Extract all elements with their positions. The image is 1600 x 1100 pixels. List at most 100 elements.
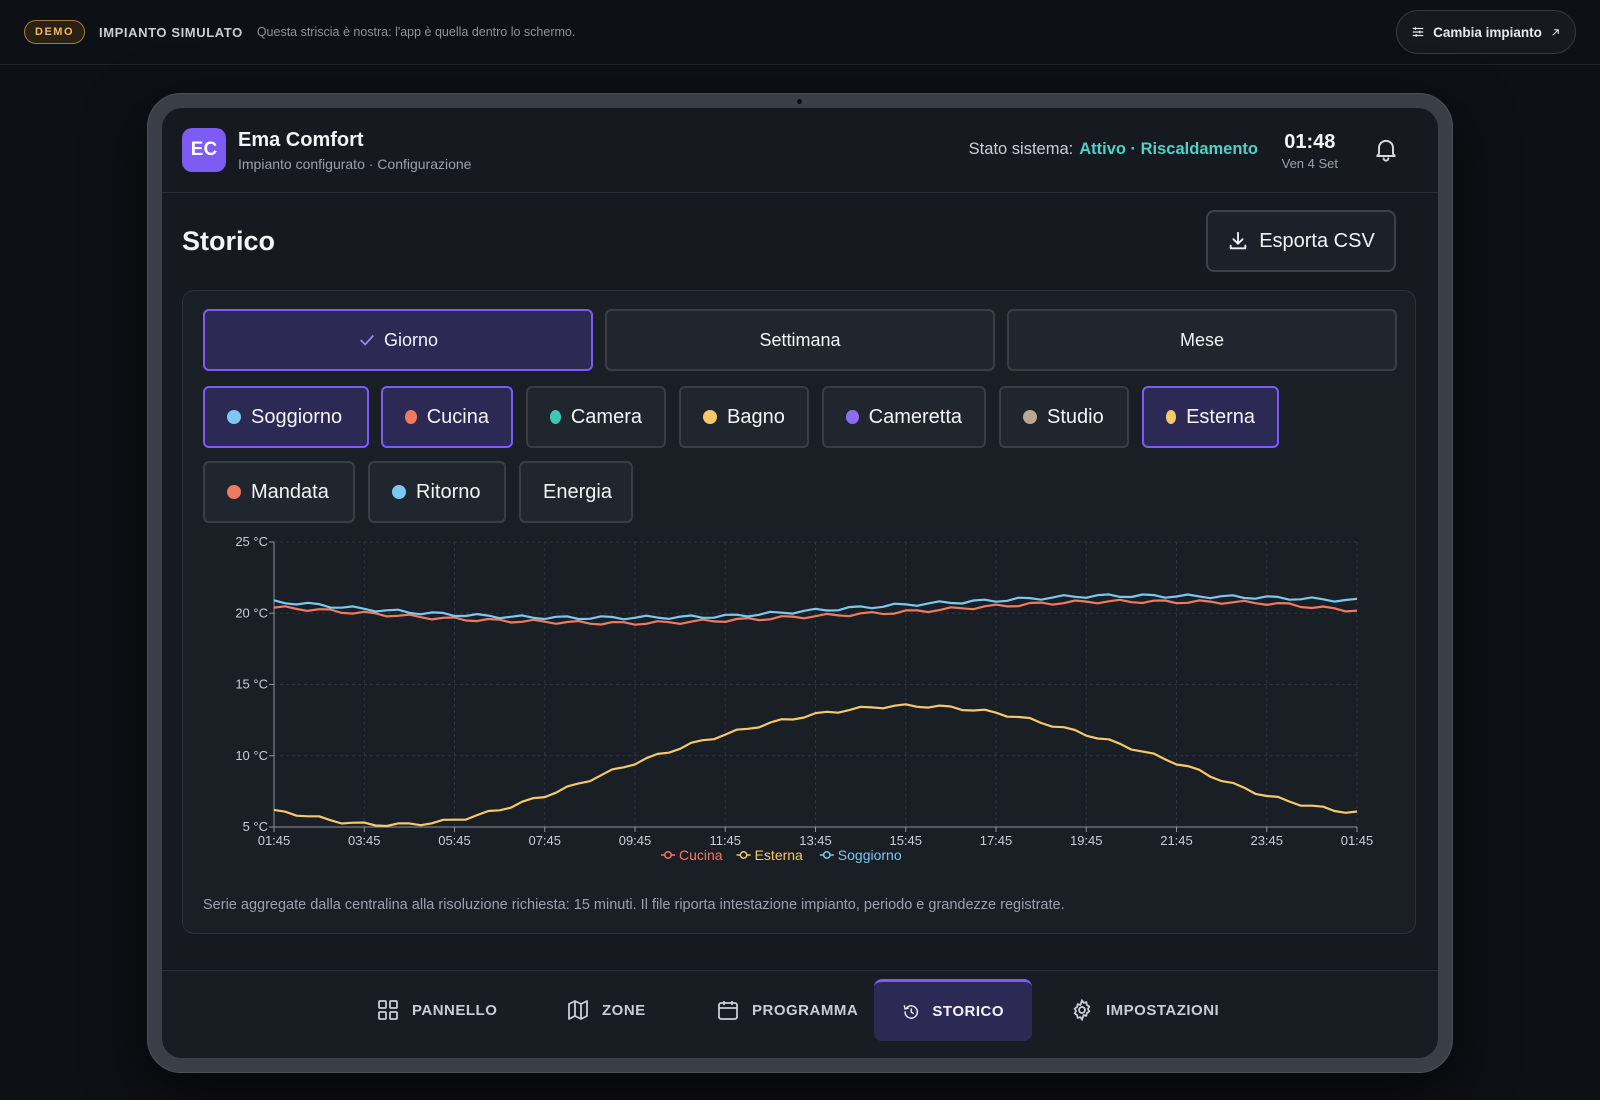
chip-label: Ritorno: [416, 480, 481, 503]
system-status: Stato sistema: Attivo · Riscaldamento: [969, 140, 1258, 159]
series-dot: [550, 410, 561, 424]
chip-label: Mandata: [251, 480, 329, 503]
series-dot: [846, 410, 859, 424]
x-tick-label: 05:45: [438, 833, 471, 848]
legend-marker: [739, 851, 748, 859]
app-subtitle: Impianto configurato · Configurazione: [238, 155, 472, 172]
series-dot: [405, 410, 417, 424]
chart-caption: Serie aggregate dalla centralina alla ri…: [203, 897, 1065, 913]
series-dot: [1166, 410, 1177, 424]
chip-mandata[interactable]: Mandata: [203, 461, 355, 523]
app-screen: EC Ema Comfort Impianto configurato · Co…: [162, 108, 1438, 1058]
range-settimana-button[interactable]: Settimana: [605, 309, 995, 371]
export-csv-label: Esporta CSV: [1259, 229, 1375, 252]
range-label: Settimana: [759, 329, 841, 350]
x-tick-label: 07:45: [528, 833, 561, 848]
series-line-soggiorno: [273, 593, 1358, 621]
x-tick-label: 21:45: [1160, 833, 1193, 848]
clock-date: Ven 4 Set: [1281, 156, 1338, 171]
nav-label: IMPOSTAZIONI: [1106, 1001, 1220, 1019]
demo-badge: DEMO: [24, 20, 85, 44]
gear-icon: [1073, 998, 1091, 1022]
x-tick-label: 09:45: [619, 833, 652, 848]
chip-label: Energia: [543, 480, 612, 503]
nav-impostazioni[interactable]: IMPOSTAZIONI: [1042, 979, 1247, 1041]
chip-label: Esterna: [1186, 405, 1255, 428]
bottom-nav: PANNELLO ZONE PROGRAMMA STORICO: [162, 970, 1438, 1058]
app-logo: EC: [182, 128, 226, 172]
x-tick-label: 11:45: [709, 833, 741, 848]
tablet-camera: [797, 99, 802, 104]
legend-label: Cucina: [679, 847, 723, 863]
series-dot: [227, 485, 241, 499]
nav-programma[interactable]: PROGRAMMA: [688, 979, 886, 1041]
series-line-esterna: [273, 703, 1358, 828]
chip-studio[interactable]: Studio: [999, 386, 1129, 448]
range-label: Mese: [1179, 329, 1224, 350]
chip-label: Cucina: [426, 405, 489, 428]
y-tick-label: 15 °C: [235, 677, 268, 692]
history-card: Giorno Settimana Mese Soggiorno Cucina C…: [182, 290, 1416, 934]
range-giorno-button[interactable]: Giorno: [203, 309, 593, 371]
chip-cameretta[interactable]: Cameretta: [822, 386, 986, 448]
chip-soggiorno[interactable]: Soggiorno: [203, 386, 369, 448]
history-icon: [903, 1004, 919, 1019]
legend-marker: [664, 851, 672, 859]
grid-icon: [378, 1000, 398, 1020]
chip-label: Bagno: [727, 405, 785, 428]
legend-label: Soggiorno: [838, 847, 902, 863]
series-dot: [703, 410, 717, 424]
change-plant-label: Cambia impianto: [1433, 24, 1542, 40]
nav-label: ZONE: [602, 1001, 646, 1019]
nav-zone[interactable]: ZONE: [538, 979, 674, 1041]
nav-label: PROGRAMMA: [752, 1001, 859, 1019]
check-icon: [360, 334, 374, 346]
chip-energia[interactable]: Energia: [519, 461, 633, 523]
range-label: Giorno: [383, 329, 439, 350]
y-tick-label: 20 °C: [235, 605, 268, 620]
bell-icon[interactable]: [1372, 135, 1400, 163]
range-mese-button[interactable]: Mese: [1007, 309, 1397, 371]
download-icon: [1229, 231, 1247, 250]
chip-esterna[interactable]: Esterna: [1142, 386, 1279, 448]
x-tick-label: 01:45: [1341, 833, 1374, 848]
sliders-icon: [1412, 27, 1424, 37]
x-tick-label: 23:45: [1250, 833, 1283, 848]
series-dot: [1023, 410, 1037, 424]
chip-label: Cameretta: [868, 405, 962, 428]
strip-title: IMPIANTO SIMULATO: [99, 24, 243, 40]
x-tick-label: 15:45: [889, 833, 922, 848]
chip-camera[interactable]: Camera: [526, 386, 666, 448]
nav-label: PANNELLO: [412, 1001, 498, 1019]
chip-label: Soggiorno: [251, 405, 343, 428]
chip-cucina[interactable]: Cucina: [381, 386, 513, 448]
nav-label: STORICO: [932, 1003, 1004, 1020]
export-csv-button[interactable]: Esporta CSV: [1206, 210, 1396, 272]
chip-ritorno[interactable]: Ritorno: [368, 461, 506, 523]
y-tick-label: 5 °C: [243, 819, 268, 834]
x-tick-label: 01:45: [258, 833, 291, 848]
legend-marker: [822, 851, 831, 859]
calendar-icon: [718, 1001, 738, 1020]
page-title: Storico: [182, 226, 276, 256]
chip-label: Camera: [570, 405, 642, 428]
history-chart: 5 °C 10 °C 15 °C 20 °C 25 °C 01:45 03:45 05:45 0…: [235, 534, 1374, 863]
app-header: EC Ema Comfort Impianto configurato · Co…: [162, 108, 1438, 193]
strip-note: Questa striscia è nostra: l'app è quella…: [256, 25, 576, 39]
y-tick-label: 25 °C: [235, 534, 268, 549]
map-icon: [568, 1000, 588, 1020]
app-name: Ema Comfort: [238, 128, 364, 151]
nav-storico[interactable]: STORICO: [874, 979, 1032, 1041]
change-plant-button[interactable]: Cambia impianto: [1396, 10, 1576, 54]
nav-pannello[interactable]: PANNELLO: [348, 979, 525, 1041]
demo-strip: DEMO IMPIANTO SIMULATO Questa striscia è…: [0, 0, 1600, 65]
status-value: Attivo · Riscaldamento: [1079, 140, 1258, 158]
legend-label: Esterna: [755, 847, 803, 863]
y-tick-label: 10 °C: [235, 748, 268, 763]
status-label: Stato sistema:: [968, 140, 1074, 158]
clock: 01:48 Ven 4 Set: [1282, 131, 1338, 171]
series-line-cucina: [273, 598, 1358, 626]
x-tick-label: 03:45: [348, 833, 381, 848]
x-tick-label: 17:45: [980, 833, 1013, 848]
chip-bagno[interactable]: Bagno: [679, 386, 809, 448]
